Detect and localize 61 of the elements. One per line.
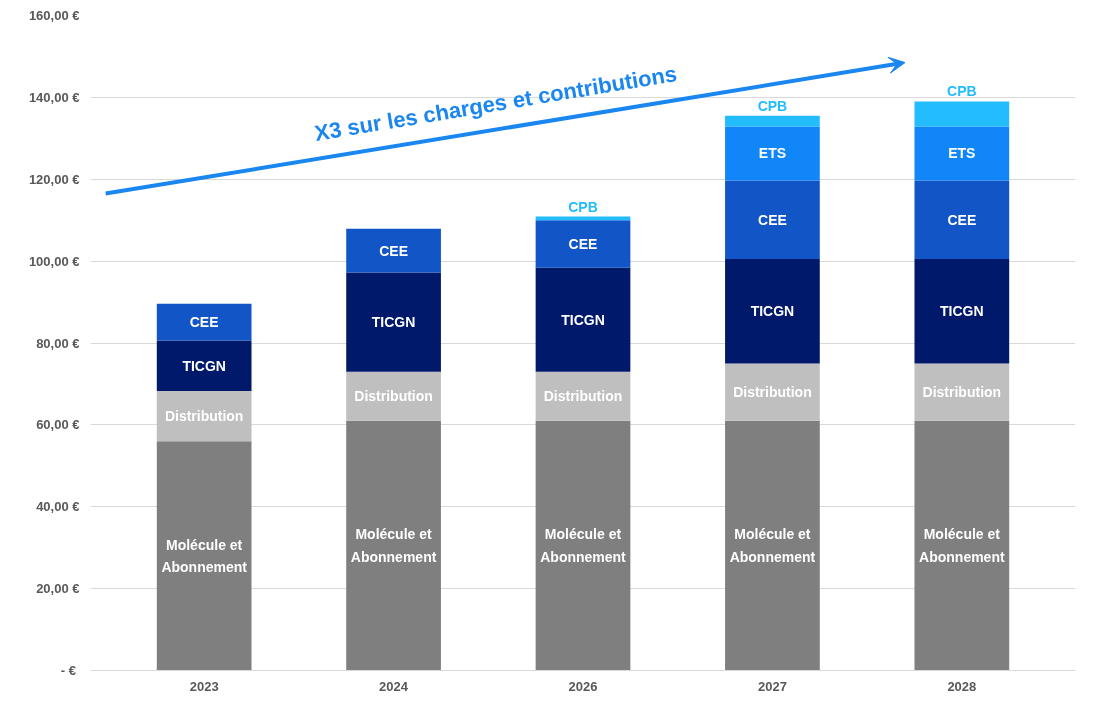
- bar: [346, 228, 441, 273]
- series-label: Molécule et Abonnement: [729, 526, 816, 565]
- text: Molécule et Abonnement: [919, 526, 1005, 565]
- bar: [914, 420, 1010, 671]
- series-label: ETS: [758, 145, 787, 162]
- text: TICGN: [561, 311, 605, 328]
- text: CPB: [947, 83, 977, 100]
- bar: [725, 420, 820, 671]
- bar: [156, 340, 252, 391]
- bar: [725, 115, 820, 127]
- bar: [725, 363, 820, 421]
- bar: [346, 272, 441, 372]
- y-tick-label: 160,00 €: [28, 8, 80, 23]
- text: Molécule et Abonnement: [540, 526, 626, 565]
- text: CPB: [757, 97, 788, 114]
- bar: [346, 420, 441, 671]
- text: Distribution: [354, 388, 433, 405]
- bar: [156, 303, 252, 341]
- text: CEE: [758, 211, 787, 228]
- x-tick-label: 2027: [757, 678, 787, 694]
- y-tick-label: 100,00 €: [28, 253, 80, 269]
- y-tick-label: 20,00 €: [36, 581, 80, 597]
- text: Distribution: [543, 388, 623, 405]
- text: TICGN: [371, 314, 416, 331]
- text: CEE: [947, 211, 977, 228]
- y-tick-label: 140,00 €: [28, 89, 80, 105]
- series-label: Distribution: [733, 384, 812, 401]
- bar: [914, 126, 1010, 181]
- y-tick-label: 120,00 €: [28, 171, 80, 187]
- bar: [535, 267, 631, 372]
- text: CEE: [379, 242, 408, 259]
- y-tick-label: 60,00 €: [36, 417, 80, 433]
- text: TICGN: [940, 303, 984, 320]
- bar: [725, 259, 820, 364]
- text: Distribution: [164, 408, 244, 425]
- x-tick-label: 2024: [379, 678, 409, 694]
- text: Distribution: [922, 384, 1002, 401]
- series-label: CEE: [189, 314, 219, 331]
- bar: [535, 220, 631, 268]
- x-tick-label: 2028: [947, 678, 977, 694]
- text: Molécule et Abonnement: [350, 526, 437, 565]
- text: Molécule et Abonnement: [161, 536, 247, 576]
- y-tick-label: 80,00 €: [36, 335, 80, 351]
- y-tick-label: - €: [60, 663, 76, 678]
- series-label: TICGN: [182, 357, 226, 374]
- x-tick-label: 2026: [568, 678, 598, 694]
- bar: [535, 420, 631, 671]
- bar: [914, 101, 1010, 127]
- y-tick-label: 40,00 €: [36, 499, 80, 515]
- bar: [725, 126, 820, 181]
- text: TICGN: [750, 303, 795, 320]
- bar: [156, 441, 252, 671]
- bar: [914, 259, 1010, 364]
- series-label: CPB: [568, 198, 598, 215]
- bar: [914, 363, 1010, 421]
- x-tick-label: 2023: [189, 678, 219, 694]
- bar: [914, 180, 1010, 260]
- annotation: X3 sur les charges et contributions: [312, 61, 679, 146]
- text: ETS: [948, 145, 976, 162]
- bar: [725, 180, 820, 260]
- text: CEE: [568, 235, 598, 252]
